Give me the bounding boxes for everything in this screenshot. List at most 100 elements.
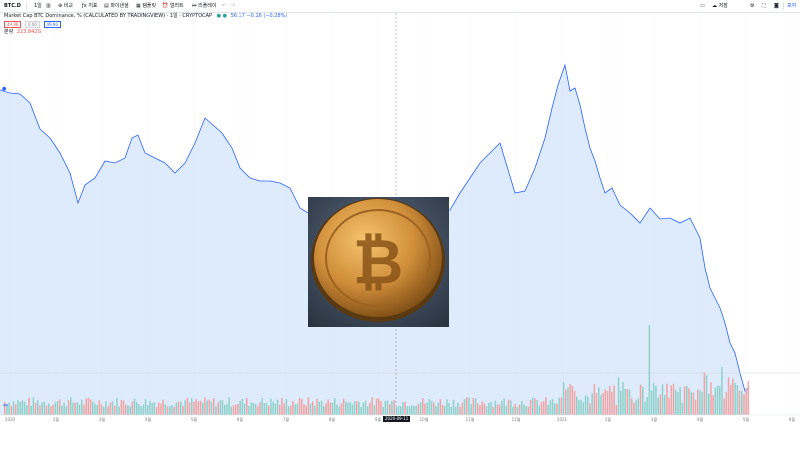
volume-bar xyxy=(426,402,428,415)
volume-bar xyxy=(712,395,714,415)
volume-bar xyxy=(314,405,316,415)
volume-bar xyxy=(129,406,131,415)
volume-bar xyxy=(602,393,604,415)
volume-bar xyxy=(160,403,162,415)
volume-bar xyxy=(734,383,736,415)
price-box-sell[interactable]: 49.96 xyxy=(4,21,22,28)
x-tick-label: 9월 xyxy=(375,416,382,422)
volume-bar xyxy=(65,406,68,415)
volume-bar xyxy=(331,402,334,415)
volume-bar xyxy=(219,400,222,415)
legend-title-row: Market Cap BTC Dominance, % (CALCULATED … xyxy=(4,13,287,20)
volume-bar xyxy=(606,391,609,415)
fullscreen-icon[interactable]: ⛶ xyxy=(762,3,766,9)
volume-bar xyxy=(72,402,74,415)
x-tick-label: 5월 xyxy=(743,416,750,422)
volume-bar xyxy=(690,391,692,415)
compare-button[interactable]: ⊕ 비교 xyxy=(58,3,73,9)
interval-selector[interactable]: 1일 xyxy=(34,3,42,9)
volume-bar xyxy=(714,387,717,415)
save-button[interactable]: ☁ 저장 xyxy=(712,3,728,9)
volume-bar xyxy=(591,393,593,415)
volume-bar xyxy=(701,391,703,415)
x-tick-label: 8월 xyxy=(329,416,336,422)
volume-bar xyxy=(558,397,560,415)
legend-volume-row: 분량 223.842G xyxy=(4,29,41,36)
publish-button[interactable]: 포자 xyxy=(787,3,797,9)
volume-bar xyxy=(723,398,725,415)
volume-bar xyxy=(345,401,347,415)
auto-scale-icon[interactable]: ⇔ xyxy=(3,402,9,409)
volume-bar xyxy=(261,398,263,415)
volume-bars xyxy=(4,325,750,415)
volume-bar xyxy=(360,407,362,415)
volume-bar xyxy=(232,405,235,415)
volume-bar xyxy=(496,404,499,415)
volume-bar xyxy=(732,378,734,415)
volume-bar xyxy=(316,398,318,415)
x-tick-label: 4월 xyxy=(145,416,152,422)
volume-bar xyxy=(98,400,101,415)
volume-bar xyxy=(323,406,325,415)
alert-button[interactable]: ⏰ 얼러트 xyxy=(162,3,184,9)
volume-bar xyxy=(386,400,389,415)
volume-bar xyxy=(70,397,72,415)
volume-bar xyxy=(470,404,472,415)
volume-bar xyxy=(692,392,695,415)
volume-bar xyxy=(356,401,358,415)
volume-bar xyxy=(252,403,255,415)
volume-bar xyxy=(549,400,552,415)
volume-bar xyxy=(294,404,296,415)
volume-bar xyxy=(532,397,534,415)
volume-bar xyxy=(147,405,149,415)
volume-bar xyxy=(228,397,230,415)
volume-bar xyxy=(569,383,571,415)
x-tick-label: 2월 xyxy=(53,416,60,422)
bar-style-icon[interactable]: ▥ xyxy=(46,3,51,9)
volume-bar xyxy=(184,400,186,415)
symbol-search[interactable]: BTC.D xyxy=(4,3,21,9)
financials-button[interactable]: ▤ 파이낸셜 xyxy=(104,3,129,9)
volume-bar xyxy=(578,400,580,415)
indicators-button[interactable]: ƒx 지표 xyxy=(82,3,98,9)
volume-bar xyxy=(171,405,173,415)
volume-bar xyxy=(257,406,259,415)
volume-bar xyxy=(514,404,516,415)
volume-bar xyxy=(41,402,43,415)
volume-bar xyxy=(32,397,35,415)
volume-bar xyxy=(677,392,679,415)
volume-bar xyxy=(52,404,54,415)
volume-bar xyxy=(248,406,250,415)
volume-bar xyxy=(298,397,301,415)
volume-bar xyxy=(287,406,290,415)
volume-bar xyxy=(213,398,215,415)
volume-bar xyxy=(657,397,659,415)
volume-bar xyxy=(23,401,26,415)
volume-bar xyxy=(158,402,160,415)
legend-title: Market Cap BTC Dominance, % (CALCULATED … xyxy=(4,13,213,19)
volume-bar xyxy=(182,405,184,415)
volume-bar xyxy=(395,406,398,415)
volume-bar xyxy=(193,402,195,415)
undo-icon[interactable]: ↶ xyxy=(222,3,227,9)
volume-bar xyxy=(195,399,197,415)
volume-bar xyxy=(450,407,453,415)
volume-bar xyxy=(358,402,360,415)
redo-icon[interactable]: ↷ xyxy=(231,3,236,9)
x-tick-label: 3월 xyxy=(99,416,106,422)
volume-bar xyxy=(78,404,81,415)
settings-icon[interactable]: ⚙ xyxy=(750,3,755,9)
volume-bar xyxy=(85,398,87,415)
templates-button[interactable]: ▦ 템플릿 xyxy=(136,3,157,9)
volume-bar xyxy=(738,390,741,415)
volume-bar xyxy=(505,405,508,415)
snapshot-icon[interactable]: ◙ xyxy=(774,3,779,9)
replay-button[interactable]: ⏮ 리플레이 xyxy=(192,3,217,9)
volume-bar xyxy=(688,388,690,415)
volume-bar xyxy=(336,404,338,415)
volume-bar xyxy=(81,399,83,415)
volume-bar xyxy=(380,401,382,415)
layout-icon[interactable]: ▭ xyxy=(700,3,705,9)
volume-bar xyxy=(653,382,655,415)
price-box-buy[interactable]: 49.96 xyxy=(43,21,61,28)
